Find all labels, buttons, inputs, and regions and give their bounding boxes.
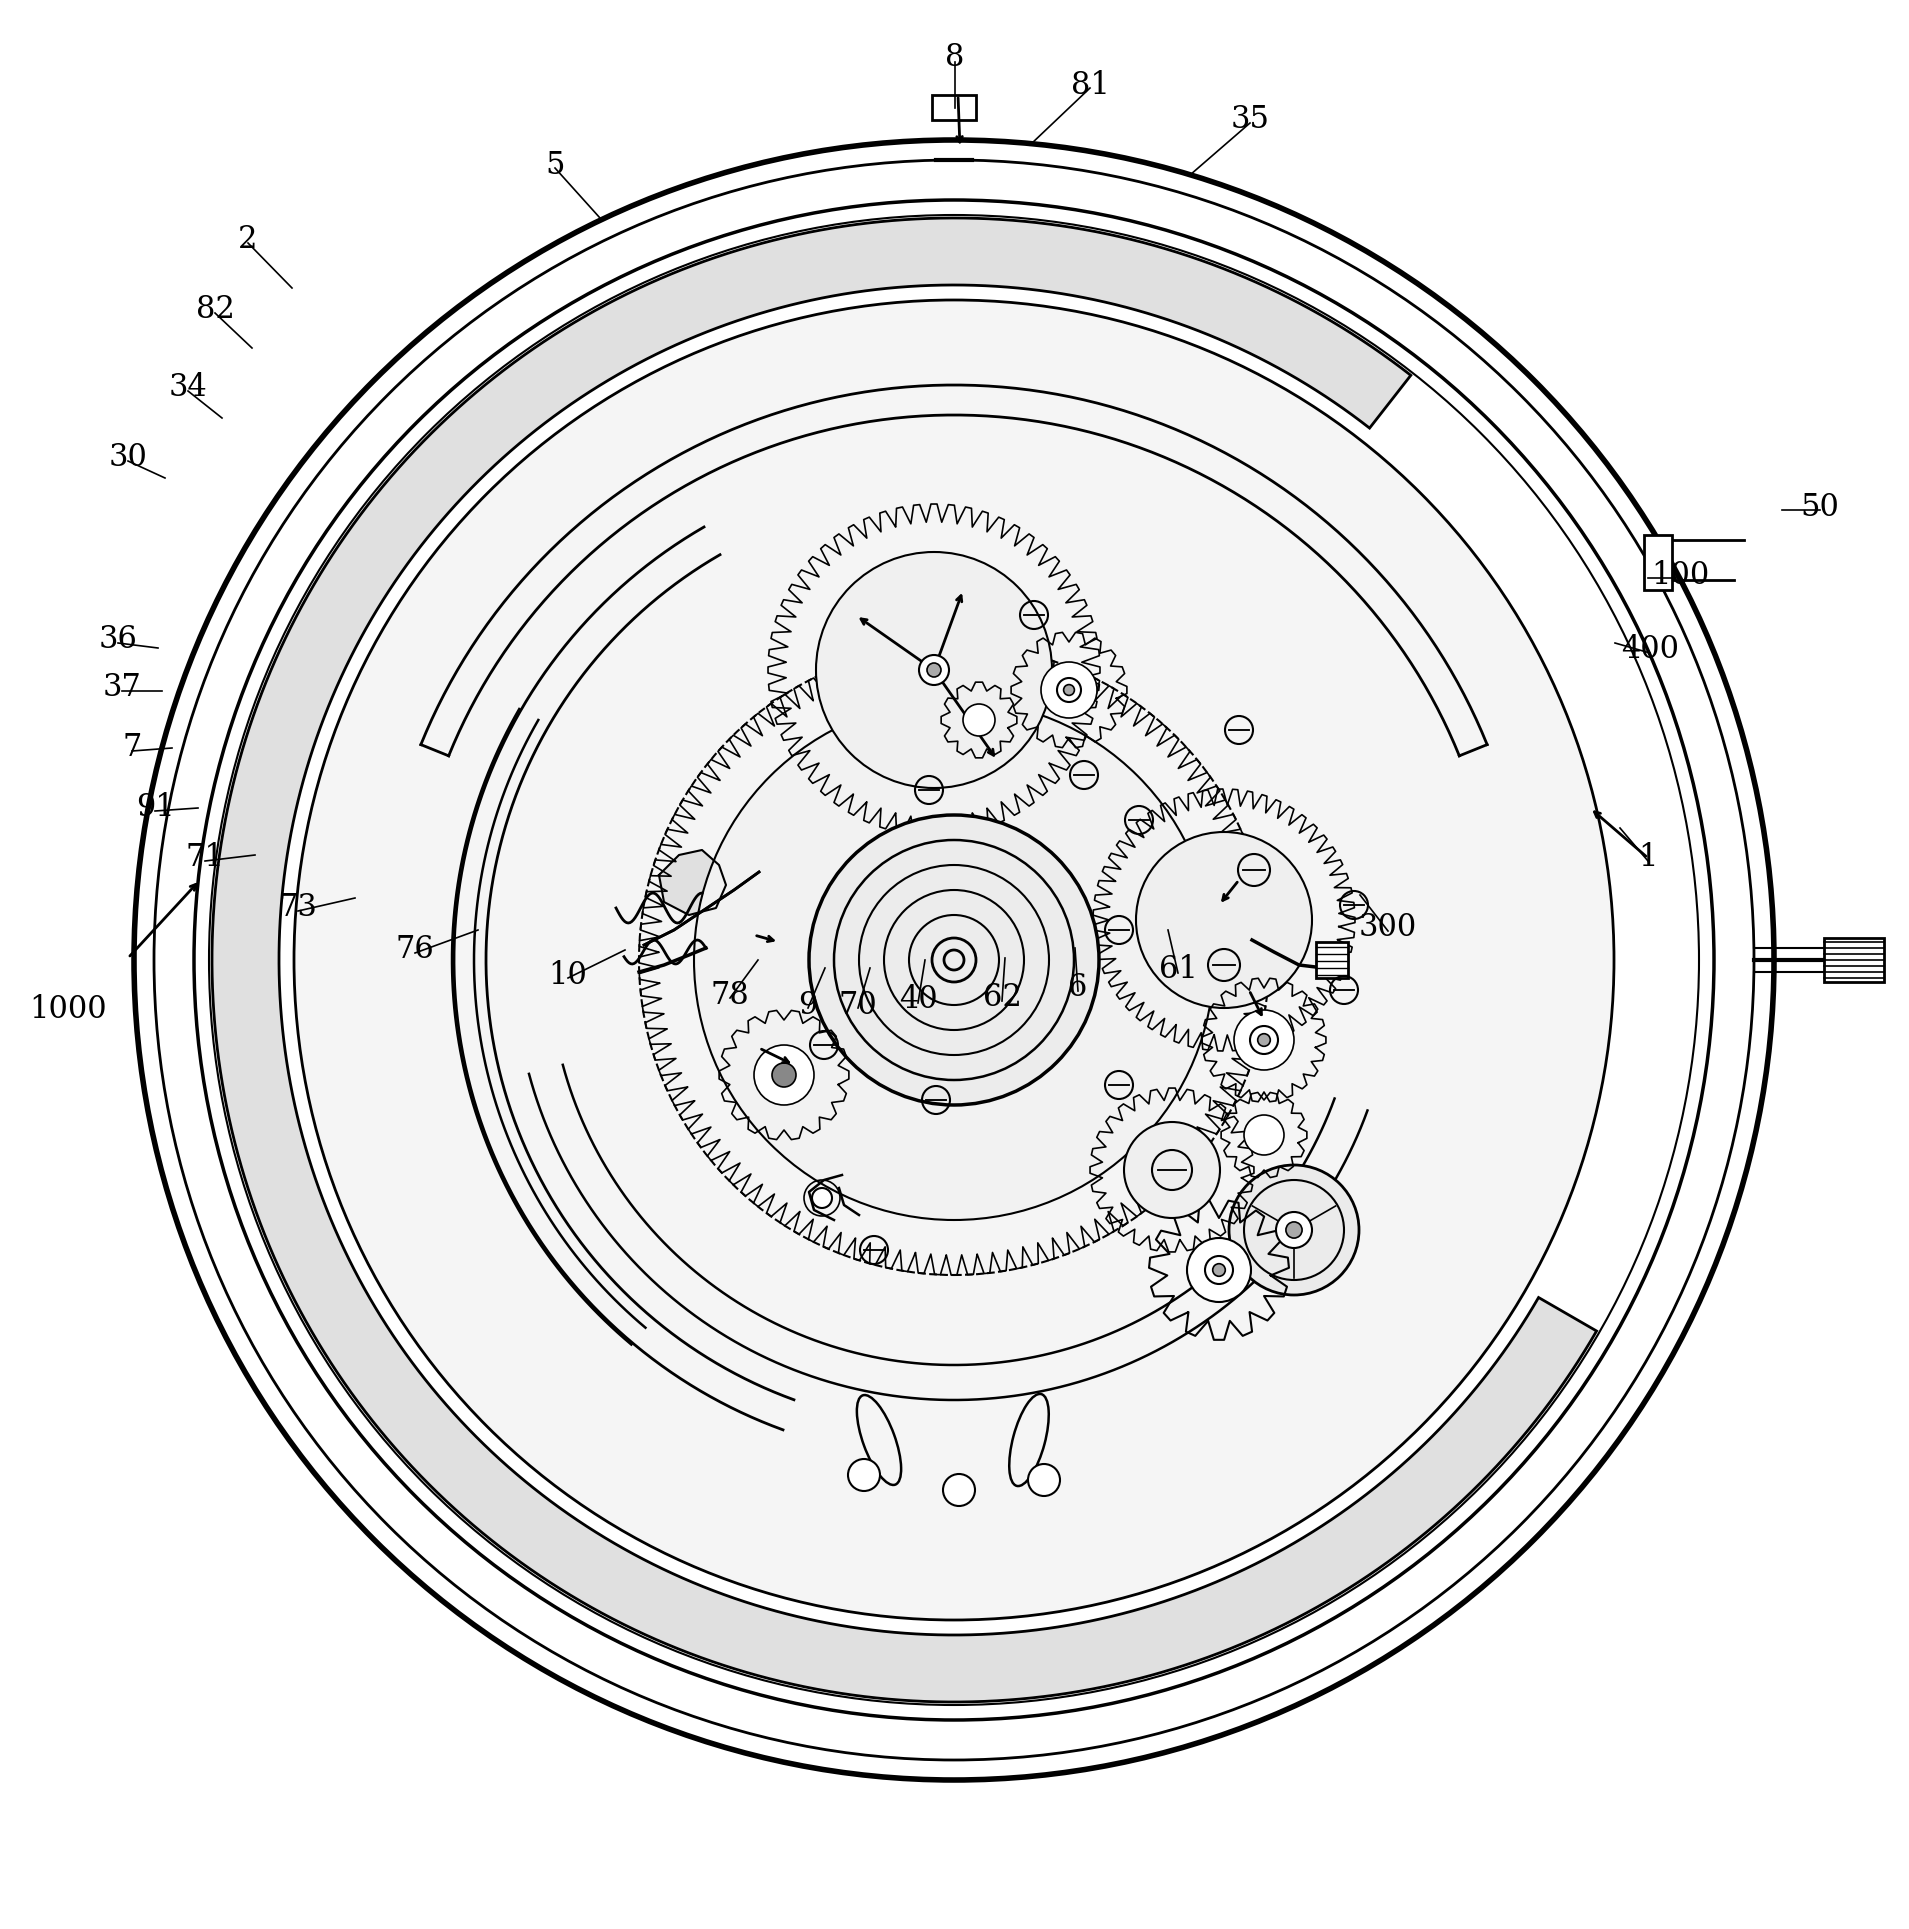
Circle shape (294, 301, 1613, 1620)
Circle shape (1040, 662, 1098, 718)
Circle shape (1258, 1034, 1269, 1046)
Circle shape (1287, 1221, 1302, 1238)
Text: 8: 8 (945, 42, 964, 73)
Circle shape (809, 814, 1100, 1105)
Text: 2: 2 (239, 224, 258, 255)
Text: 73: 73 (279, 893, 317, 924)
FancyBboxPatch shape (1823, 937, 1884, 982)
Text: 91: 91 (136, 793, 174, 824)
Text: 50: 50 (1800, 492, 1840, 523)
Polygon shape (212, 218, 1596, 1701)
Circle shape (1058, 677, 1080, 702)
Text: 37: 37 (103, 673, 141, 704)
Text: 70: 70 (838, 990, 878, 1020)
Circle shape (1029, 1464, 1059, 1497)
Text: 78: 78 (710, 980, 750, 1011)
Text: 10: 10 (548, 959, 588, 990)
Circle shape (754, 1046, 813, 1105)
Circle shape (848, 1458, 880, 1491)
Text: 400: 400 (1621, 635, 1680, 666)
Circle shape (1250, 1026, 1277, 1053)
Text: 34: 34 (168, 372, 208, 403)
Circle shape (918, 656, 949, 685)
Text: 81: 81 (1071, 69, 1109, 100)
Text: 7: 7 (122, 733, 141, 764)
Text: 40: 40 (899, 984, 937, 1015)
Circle shape (811, 1188, 832, 1208)
Text: 100: 100 (1651, 559, 1709, 590)
Text: 35: 35 (1231, 104, 1269, 135)
Circle shape (1233, 1011, 1294, 1071)
FancyBboxPatch shape (932, 95, 975, 120)
Circle shape (1124, 1123, 1220, 1217)
Text: 62: 62 (983, 982, 1021, 1013)
Circle shape (1205, 1256, 1233, 1285)
Circle shape (771, 1063, 796, 1088)
Text: 300: 300 (1359, 912, 1416, 943)
Text: 76: 76 (395, 934, 435, 966)
Text: 6: 6 (1069, 972, 1088, 1003)
Text: 61: 61 (1159, 955, 1197, 986)
Text: 36: 36 (99, 625, 137, 656)
Circle shape (1187, 1238, 1250, 1302)
Circle shape (928, 664, 941, 677)
Circle shape (1275, 1211, 1311, 1248)
Circle shape (962, 704, 995, 737)
Polygon shape (659, 851, 725, 914)
Text: 9: 9 (798, 990, 817, 1020)
Circle shape (943, 1474, 975, 1507)
Circle shape (695, 700, 1214, 1219)
Circle shape (1245, 1115, 1285, 1155)
Circle shape (1063, 685, 1075, 694)
Text: 1: 1 (1638, 843, 1657, 874)
FancyBboxPatch shape (1315, 941, 1348, 978)
Text: 1000: 1000 (29, 995, 107, 1026)
Circle shape (1229, 1165, 1359, 1294)
Text: 82: 82 (195, 295, 235, 326)
Circle shape (1136, 831, 1311, 1009)
Text: 30: 30 (109, 442, 147, 473)
Text: 71: 71 (185, 843, 225, 874)
Circle shape (815, 552, 1052, 789)
FancyBboxPatch shape (1644, 534, 1672, 590)
Circle shape (1212, 1263, 1226, 1277)
Text: 5: 5 (546, 150, 565, 181)
